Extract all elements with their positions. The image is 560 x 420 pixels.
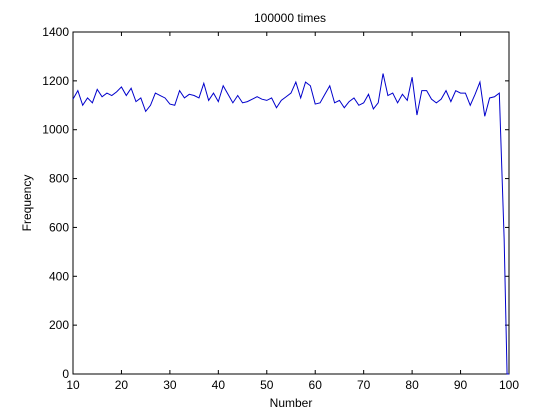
x-axis-label: Number <box>270 396 313 410</box>
x-tick-label: 40 <box>212 378 226 392</box>
y-tick-label: 600 <box>49 220 69 234</box>
plot-area <box>72 31 510 375</box>
x-tick-label: 80 <box>405 378 419 392</box>
x-tick-label: 70 <box>357 378 371 392</box>
x-tick-label: 90 <box>454 378 468 392</box>
x-tick-label: 100 <box>499 378 519 392</box>
series-line <box>72 73 509 375</box>
y-tick-label: 1000 <box>42 123 69 137</box>
y-tick-label: 800 <box>49 172 69 186</box>
y-tick-label: 1400 <box>42 25 69 39</box>
y-axis-label: Frequency <box>20 175 34 232</box>
y-axis: 0 200 400 600 800 1000 1200 1400 <box>42 25 509 381</box>
y-tick-label: 1200 <box>42 74 69 88</box>
y-tick-label: 400 <box>49 269 69 283</box>
y-tick-label: 0 <box>62 367 69 381</box>
y-tick-label: 200 <box>49 318 69 332</box>
x-tick-label: 50 <box>260 378 274 392</box>
x-axis: 10 20 30 40 50 60 70 80 90 100 <box>66 32 519 392</box>
x-tick-label: 30 <box>163 378 177 392</box>
x-tick-label: 10 <box>66 378 80 392</box>
x-tick-label: 20 <box>115 378 129 392</box>
x-tick-label: 60 <box>309 378 323 392</box>
chart-title: 100000 times <box>254 11 326 25</box>
